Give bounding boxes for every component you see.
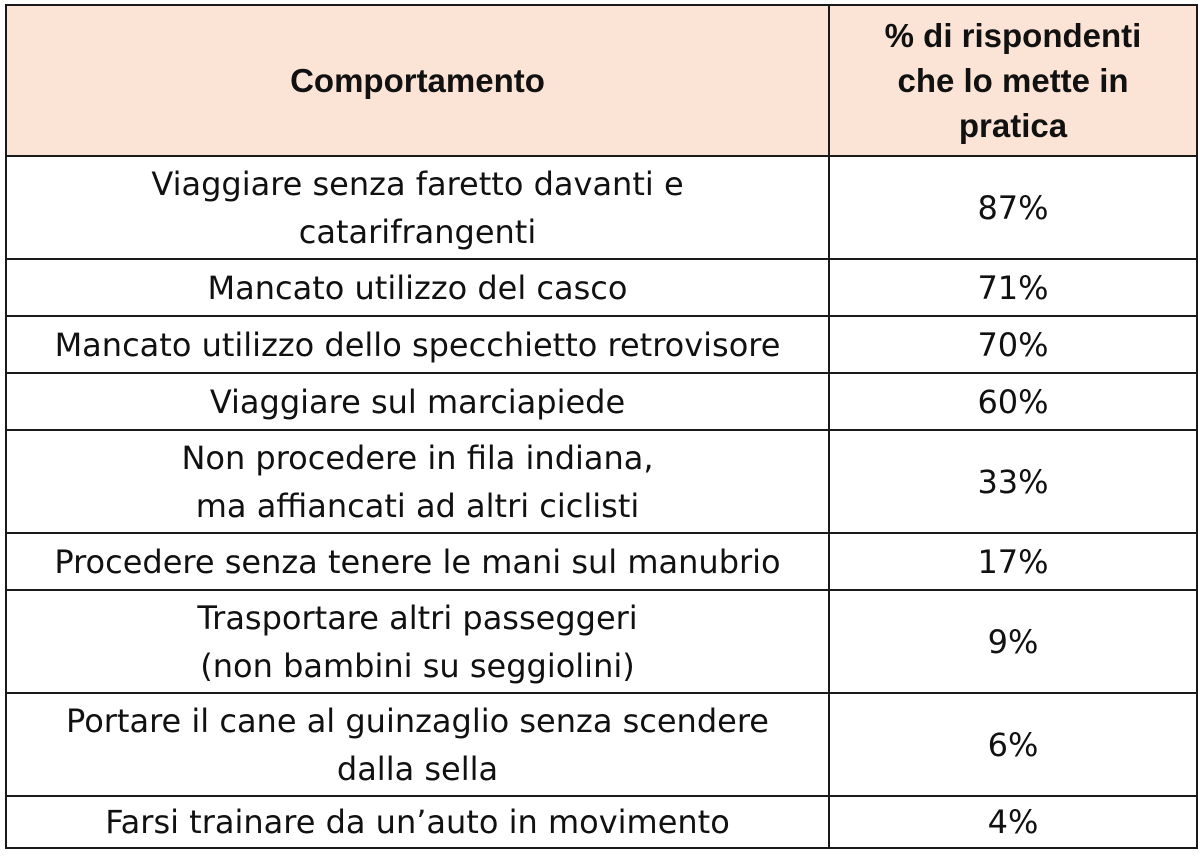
behavior-cell: Viaggiare sul marciapiede — [5, 372, 830, 431]
table-row: Farsi trainare da un’auto in movimento 4… — [5, 795, 1198, 849]
percent-cell: 33% — [828, 429, 1198, 534]
table-row: Mancato utilizzo dello specchietto retro… — [5, 315, 1198, 374]
header-row: Comportamento % di rispondenti che lo me… — [5, 4, 1198, 157]
percent-cell: 17% — [828, 532, 1198, 591]
column-header-behavior: Comportamento — [5, 4, 830, 157]
table-row: Viaggiare sul marciapiede 60% — [5, 372, 1198, 431]
behavior-cell: Mancato utilizzo del casco — [5, 258, 830, 317]
percent-cell: 71% — [828, 258, 1198, 317]
behavior-cell: Viaggiare senza faretto davanti e catari… — [5, 155, 830, 260]
table-row: Trasportare altri passeggeri (non bambin… — [5, 589, 1198, 694]
column-header-percent: % di rispondenti che lo mette in pratica — [828, 4, 1198, 157]
table-body: Viaggiare senza faretto davanti e catari… — [5, 155, 1198, 849]
behavior-cell: Mancato utilizzo dello specchietto retro… — [5, 315, 830, 374]
behavior-cell: Procedere senza tenere le mani sul manub… — [5, 532, 830, 591]
table-row: Viaggiare senza faretto davanti e catari… — [5, 155, 1198, 260]
table-header: Comportamento % di rispondenti che lo me… — [5, 4, 1198, 157]
behavior-cell: Trasportare altri passeggeri (non bambin… — [5, 589, 830, 694]
survey-table: Comportamento % di rispondenti che lo me… — [5, 4, 1198, 849]
percent-cell: 60% — [828, 372, 1198, 431]
percent-cell: 70% — [828, 315, 1198, 374]
percent-cell: 87% — [828, 155, 1198, 260]
table-row: Portare il cane al guinzaglio senza scen… — [5, 692, 1198, 797]
table-row: Mancato utilizzo del casco 71% — [5, 258, 1198, 317]
behavior-cell: Farsi trainare da un’auto in movimento — [5, 795, 830, 849]
percent-cell: 4% — [828, 795, 1198, 849]
percent-cell: 6% — [828, 692, 1198, 797]
percent-cell: 9% — [828, 589, 1198, 694]
behavior-cell: Portare il cane al guinzaglio senza scen… — [5, 692, 830, 797]
table-row: Non procedere in fila indiana, ma affian… — [5, 429, 1198, 534]
behavior-cell: Non procedere in fila indiana, ma affian… — [5, 429, 830, 534]
table-row: Procedere senza tenere le mani sul manub… — [5, 532, 1198, 591]
